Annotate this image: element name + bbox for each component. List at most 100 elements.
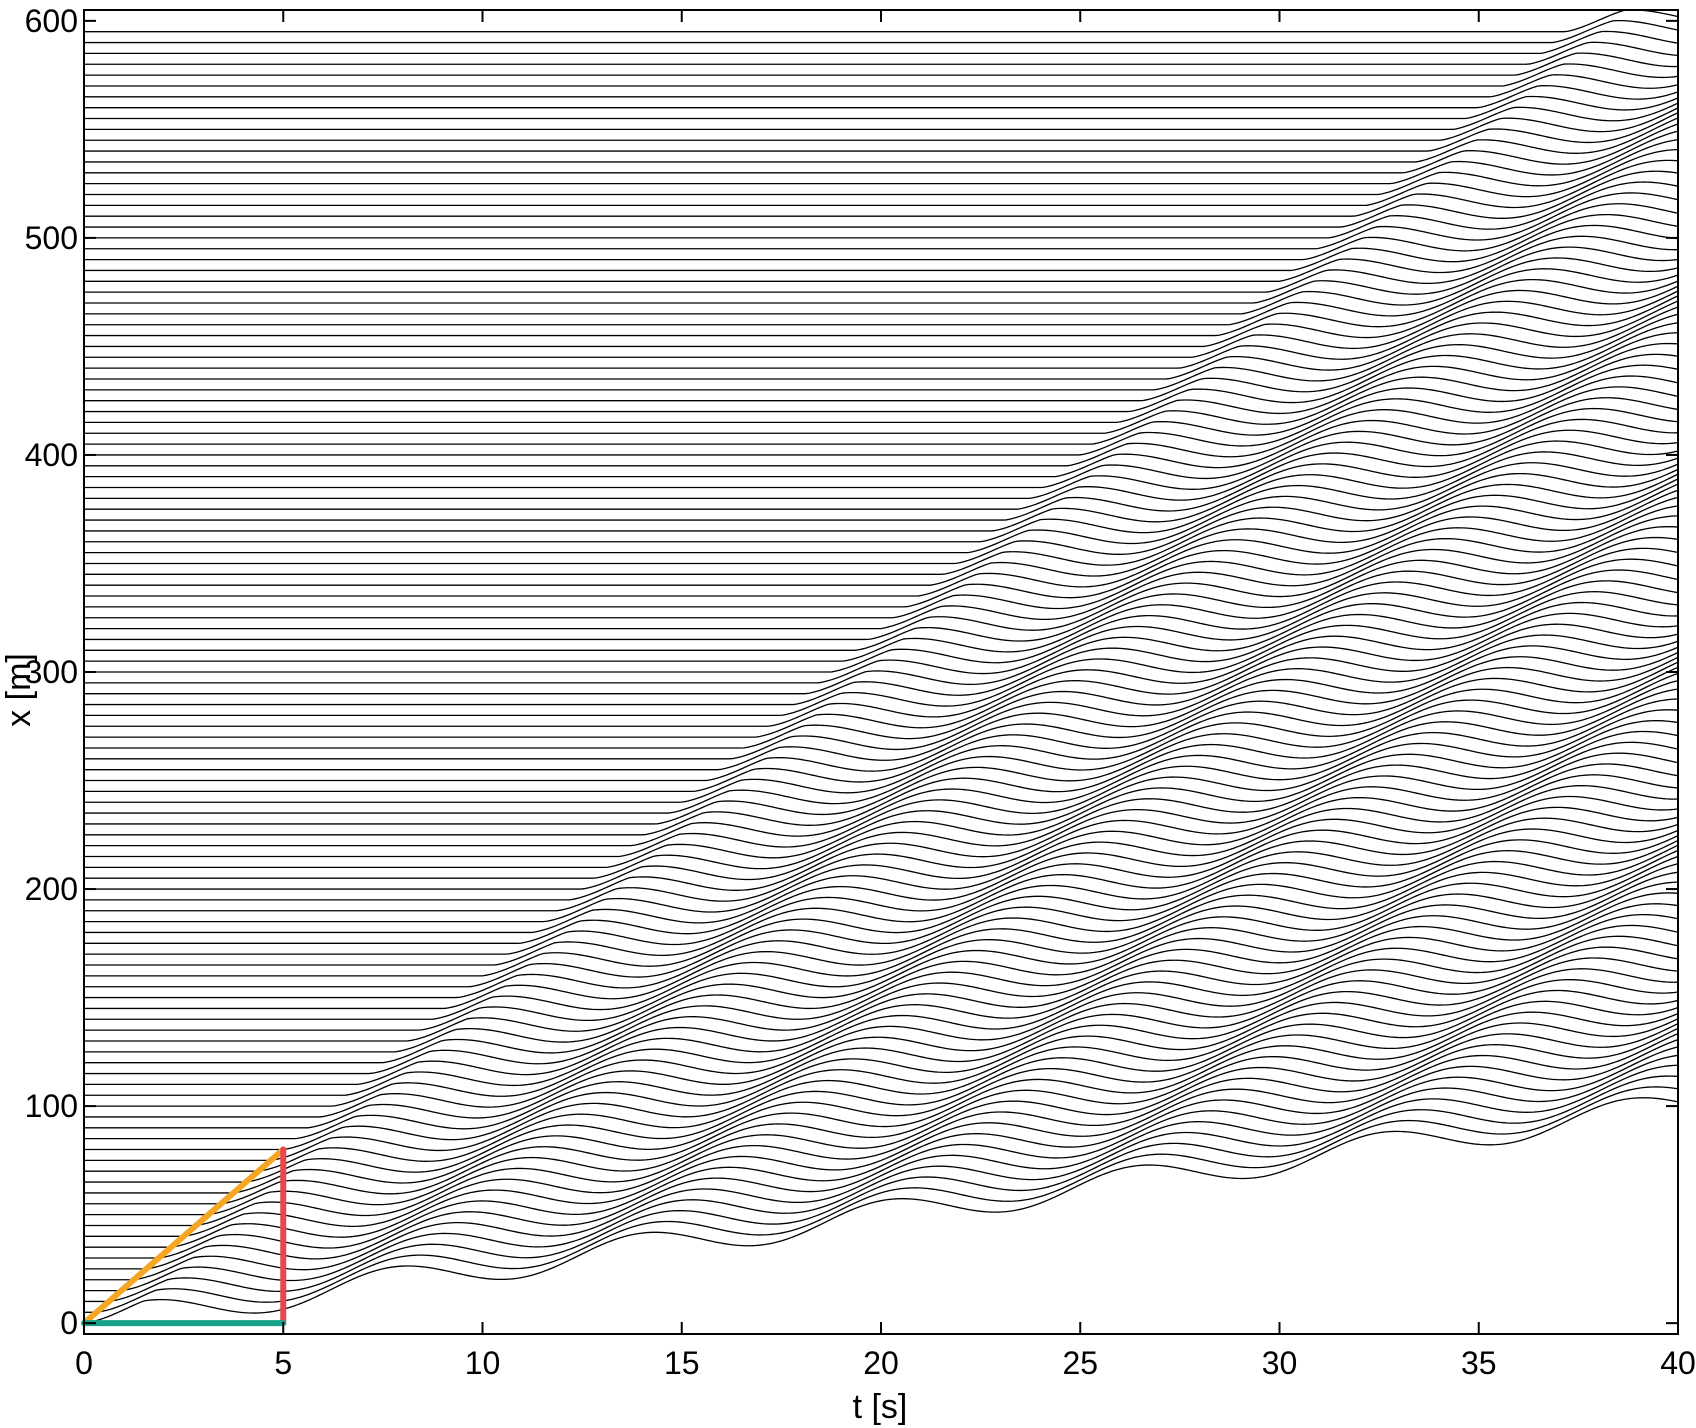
- trajectory-line: [84, 170, 1678, 228]
- x-tick-label: 0: [75, 1345, 93, 1381]
- trajectory-line: [84, 839, 1678, 1010]
- trajectory-line: [84, 1000, 1678, 1194]
- trajectory-line: [84, 881, 1678, 1075]
- trajectory-line: [84, 224, 1678, 282]
- trajectory-line: [84, 332, 1678, 424]
- x-tick-label: 15: [664, 1345, 700, 1381]
- trajectory-line: [84, 844, 1678, 1020]
- x-axis-label: t [s]: [853, 1388, 908, 1426]
- trajectory-line: [84, 397, 1678, 489]
- trajectory-line: [84, 84, 1678, 109]
- trajectory-line: [84, 10, 1678, 33]
- trajectory-line: [84, 978, 1678, 1172]
- trajectory-line: [84, 290, 1678, 358]
- trajectory-line: [84, 364, 1678, 456]
- trajectory-line: [84, 656, 1678, 793]
- trajectory-line: [84, 213, 1678, 272]
- trajectory-line: [84, 1032, 1678, 1248]
- trajectory-line: [84, 159, 1678, 217]
- trajectory-line: [84, 989, 1678, 1183]
- trajectory-line: [84, 1075, 1678, 1303]
- trajectory-line: [84, 496, 1678, 619]
- trajectory-line: [84, 536, 1678, 662]
- trajectory-line: [84, 52, 1678, 76]
- trajectory-line: [84, 300, 1678, 380]
- x-axis: 0 5 10 15 20 25 30 35 40: [75, 10, 1696, 1381]
- trajectory-line: [84, 322, 1678, 413]
- trajectory-line: [84, 569, 1678, 695]
- trajectory-line: [84, 1046, 1678, 1270]
- trajectory-line: [84, 672, 1678, 825]
- trajectory-line: [84, 462, 1678, 554]
- trajectory-line: [84, 107, 1678, 141]
- trajectory-line: [84, 752, 1678, 912]
- trajectory-line: [84, 774, 1678, 934]
- trajectory-line: [84, 719, 1678, 879]
- trajectory-line: [84, 95, 1678, 120]
- trajectory-line: [84, 935, 1678, 1129]
- trajectory-line: [84, 148, 1678, 206]
- trajectory-line: [84, 102, 1678, 131]
- trajectory-line: [84, 835, 1678, 999]
- trajectory-line: [84, 1018, 1678, 1216]
- trajectory-line: [84, 612, 1678, 738]
- trajectory-line: [84, 41, 1678, 65]
- trajectory-line: [84, 730, 1678, 890]
- trajectory-line: [84, 855, 1678, 1042]
- trajectory-line: [84, 709, 1678, 868]
- trajectory-line: [84, 634, 1678, 760]
- trajectory-line: [84, 19, 1678, 44]
- trajectory-line: [84, 139, 1678, 196]
- trajectory-line: [84, 688, 1678, 847]
- trajectory-line: [84, 828, 1678, 988]
- trajectory-line: [84, 1027, 1678, 1237]
- y-tick-label: 200: [25, 871, 78, 907]
- trajectory-line: [84, 547, 1678, 673]
- trajectory-line: [84, 505, 1678, 630]
- x-tick-label: 25: [1062, 1345, 1098, 1381]
- x-tick-label: 20: [863, 1345, 899, 1381]
- trajectory-line: [84, 117, 1678, 163]
- trajectory-line: [84, 473, 1678, 575]
- trajectory-line: [84, 526, 1678, 651]
- trajectory-line: [84, 661, 1678, 803]
- trajectory-line: [84, 806, 1678, 966]
- y-tick-label: 300: [25, 654, 78, 690]
- trajectory-line: [84, 849, 1678, 1031]
- trajectory-line: [84, 957, 1678, 1151]
- trajectory-line: [84, 601, 1678, 727]
- trajectory-line: [84, 924, 1678, 1118]
- trajectory-line: [84, 246, 1678, 304]
- trajectory-line: [84, 478, 1678, 586]
- trajectory-line: [84, 468, 1678, 565]
- x-tick-label: 10: [465, 1345, 501, 1381]
- x-tick-label: 40: [1660, 1345, 1696, 1381]
- trajectory-line: [84, 483, 1678, 597]
- trajectory-line: [84, 679, 1678, 836]
- triangle-overlay: [81, 1146, 287, 1327]
- trajectory-line: [84, 342, 1678, 434]
- y-axis: 0 100 200 300 400 500 600: [25, 3, 1678, 1341]
- trajectory-line: [84, 130, 1678, 185]
- y-tick-label: 500: [25, 220, 78, 256]
- trajectory-line: [84, 112, 1678, 152]
- trajectory-line: [84, 1039, 1678, 1259]
- trajectory-line: [84, 63, 1678, 87]
- trajectory-line: [84, 666, 1678, 814]
- y-tick-label: 400: [25, 437, 78, 473]
- trajectory-line: [84, 558, 1678, 684]
- trajectory-line: [84, 1064, 1678, 1292]
- trajectory-line: [84, 192, 1678, 250]
- y-tick-label: 600: [25, 3, 78, 39]
- trajectory-line: [84, 515, 1678, 641]
- trajectory-line: [84, 623, 1678, 749]
- trajectory-line: [84, 313, 1678, 402]
- trajectory-line: [84, 451, 1678, 543]
- trajectory-line: [84, 1054, 1678, 1281]
- trajectory-line: [84, 903, 1678, 1096]
- trajectory-line: [84, 268, 1678, 326]
- trajectory-line: [84, 386, 1678, 478]
- trajectory-line: [84, 418, 1678, 510]
- vehicle-trajectories: [84, 10, 1678, 1324]
- x-tick-label: 5: [274, 1345, 292, 1381]
